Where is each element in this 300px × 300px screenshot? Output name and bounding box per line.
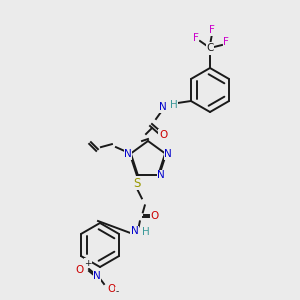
Text: N: N: [157, 170, 165, 180]
Text: N: N: [124, 149, 132, 159]
Text: N: N: [93, 271, 101, 281]
Text: H: H: [170, 100, 178, 110]
Text: F: F: [223, 37, 229, 47]
Text: F: F: [209, 25, 215, 35]
Text: O: O: [151, 212, 159, 221]
Text: +: +: [84, 259, 92, 268]
Text: O: O: [159, 130, 167, 140]
Text: O: O: [107, 284, 115, 294]
Text: H: H: [142, 227, 150, 237]
Text: C: C: [206, 43, 214, 53]
Text: N: N: [131, 226, 139, 236]
Text: -: -: [116, 287, 118, 296]
Text: N: N: [164, 149, 172, 159]
Text: O: O: [75, 265, 83, 275]
Text: S: S: [133, 177, 140, 190]
Text: F: F: [193, 33, 199, 43]
Text: N: N: [159, 102, 167, 112]
